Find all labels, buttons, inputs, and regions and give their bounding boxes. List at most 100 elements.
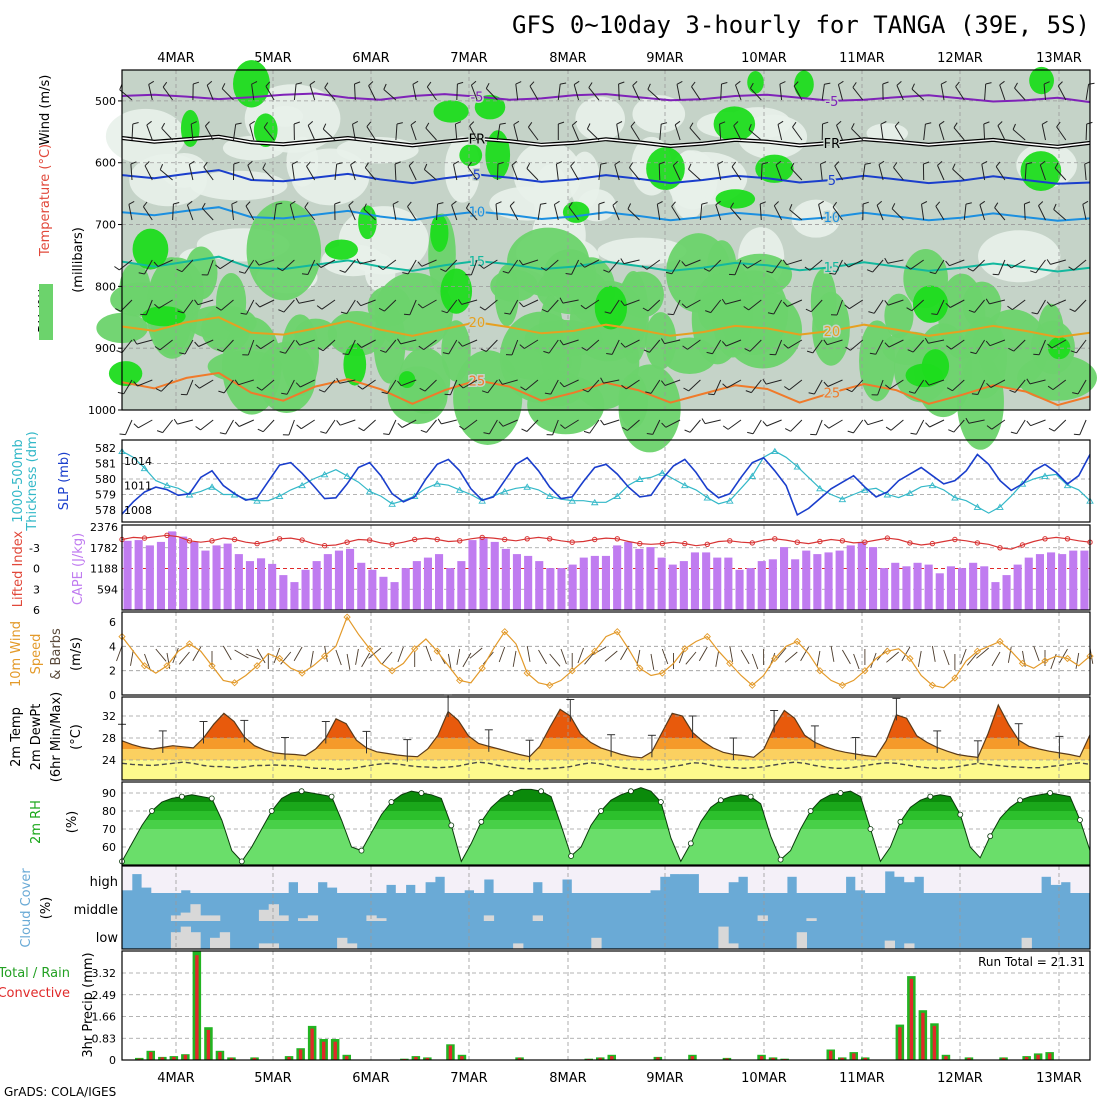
lifted-index-marker xyxy=(839,538,846,544)
wind-barb-flag xyxy=(205,121,210,127)
temp-frame xyxy=(121,696,1091,781)
wind-barb xyxy=(747,259,762,269)
rh-marker xyxy=(687,840,694,847)
wind-barb-flag xyxy=(130,161,137,165)
thickness-marker xyxy=(523,483,532,490)
wind-barb xyxy=(748,299,762,311)
wind-barb-flag xyxy=(948,429,954,433)
lifted-index-marker xyxy=(254,540,260,547)
wind-barb-flag xyxy=(417,303,423,309)
wind-barb xyxy=(935,206,945,221)
cape-bar xyxy=(257,558,266,610)
wind10-marker xyxy=(658,669,666,677)
cape-bar xyxy=(201,550,210,610)
rh-saturated-patch xyxy=(715,189,756,209)
wind-barb-flag xyxy=(616,121,623,125)
wind-barb xyxy=(938,124,945,141)
wind-barb-flag xyxy=(876,200,883,206)
wind-barb xyxy=(300,379,315,388)
wind-barb xyxy=(1029,379,1046,385)
cloud-high-gap xyxy=(943,866,954,893)
wind-barb-flag xyxy=(731,161,737,168)
wind-barb xyxy=(223,379,234,394)
wind-barb xyxy=(422,299,437,309)
wind10-barb xyxy=(256,648,266,664)
wind-barb-flag xyxy=(580,262,585,268)
wind-barb xyxy=(526,168,539,181)
wind10-marker xyxy=(208,662,216,670)
wind-barb xyxy=(244,259,255,274)
wind-barb xyxy=(364,167,376,181)
wind-barb xyxy=(162,86,174,101)
lifted-index-marker xyxy=(974,540,981,546)
wind-barb xyxy=(733,125,742,141)
wind-barb xyxy=(547,299,559,313)
wind-barb xyxy=(198,339,214,347)
cloud-high-gap xyxy=(503,866,514,893)
cape-bar xyxy=(590,555,599,610)
wind-barb-flag xyxy=(161,122,166,129)
cloud-high-gap xyxy=(826,866,837,893)
wind10-barb xyxy=(966,652,978,666)
precip-convective-bar xyxy=(310,1028,314,1060)
wind-barb-flag xyxy=(580,304,586,310)
cloud-high-gap xyxy=(601,866,612,893)
wind-barb-flag xyxy=(573,80,580,86)
wind-barb-flag xyxy=(194,299,199,305)
wind-barb xyxy=(1011,259,1026,269)
wind-barb xyxy=(400,339,417,345)
wind-barb xyxy=(410,124,417,141)
wind-barb-flag xyxy=(1073,433,1080,436)
wind-barb xyxy=(461,299,478,305)
wind-barb xyxy=(974,299,985,313)
wind-barb xyxy=(940,84,945,101)
wind-barb xyxy=(260,339,275,350)
wind-barb-flag xyxy=(254,260,260,266)
wind-barb-flag xyxy=(621,384,627,390)
wind-barb xyxy=(485,88,498,101)
wind10-marker xyxy=(748,681,756,689)
cape-bar xyxy=(768,559,777,610)
wind-barb-flag xyxy=(363,203,367,210)
pressure-axis-label: (millibars) xyxy=(71,227,86,293)
wind-barb-flag xyxy=(451,200,457,206)
wind-barb-flag xyxy=(985,298,990,305)
rh-marker xyxy=(208,795,215,802)
wind-barb xyxy=(131,123,134,141)
wind-barb xyxy=(186,379,194,395)
wind-barb-flag xyxy=(642,307,649,312)
wind-barb-flag xyxy=(356,258,361,265)
wind-barb xyxy=(586,339,600,351)
cloud-high-gap xyxy=(689,866,700,875)
cloud-high-gap xyxy=(610,866,622,893)
wind-barb-flag xyxy=(946,345,952,350)
wind-barb xyxy=(963,204,967,221)
wind-barb xyxy=(183,299,194,314)
contour-label: 10 xyxy=(469,206,486,221)
wind10-marker xyxy=(433,647,441,655)
slp-line xyxy=(121,453,1091,517)
wind10-barb xyxy=(280,651,292,665)
cloud-layer-gap xyxy=(591,937,602,949)
top-date-label: 13MAR xyxy=(1036,51,1082,66)
cape-bar xyxy=(346,548,355,610)
rh-dry-patch xyxy=(632,95,686,134)
wind-barb-flag xyxy=(838,80,844,85)
wind-barb-flag xyxy=(884,300,889,306)
wind-barb xyxy=(911,88,925,101)
wind10-barb xyxy=(368,647,382,659)
wind-barb-flag xyxy=(586,123,591,130)
wind-barb-flag xyxy=(767,312,774,315)
wind-barb-flag xyxy=(295,382,301,388)
wind-barb xyxy=(872,259,884,273)
wind10-barb xyxy=(917,650,922,667)
wind-barb xyxy=(709,259,722,272)
wind-barb-flag xyxy=(804,266,811,271)
wind-barb xyxy=(889,379,904,390)
wind10-marker xyxy=(838,681,847,689)
lifted-index-marker xyxy=(524,536,530,542)
wind-barb xyxy=(462,339,478,347)
wind-barb-flag xyxy=(1072,392,1079,395)
wind-barb-flag xyxy=(829,272,836,275)
wind-barb-flag xyxy=(911,83,915,90)
